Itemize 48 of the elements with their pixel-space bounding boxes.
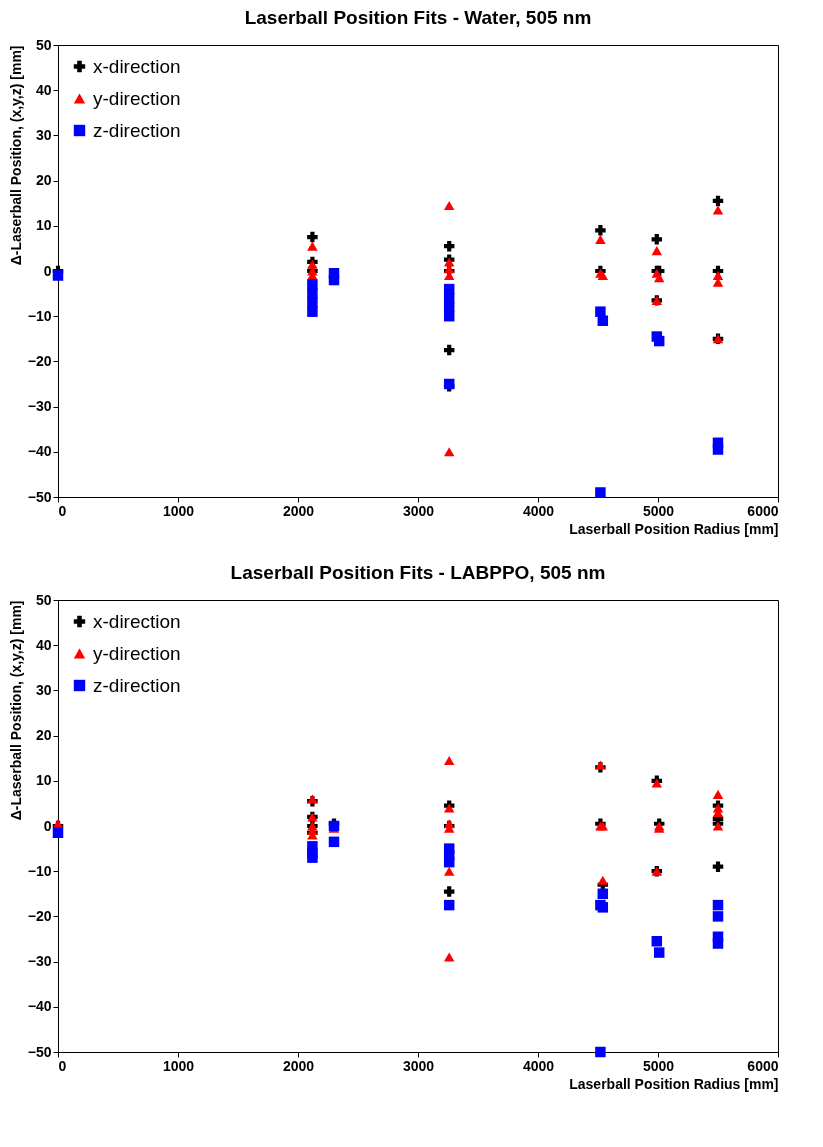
y-tick-label: −30 (27, 953, 52, 970)
y-tick-label: 50 (35, 591, 52, 608)
y-tick-label: 20 (35, 727, 52, 744)
y-tick-label: −40 (27, 998, 52, 1015)
y-tick-label: 50 (35, 36, 52, 53)
legend-label: x-direction (93, 610, 181, 632)
x-tick-label: 3000 (402, 1057, 435, 1074)
y-axis-title: Δ-Laserball Position, (x,y,z) [mm] (7, 600, 24, 821)
x-tick-label: 1000 (162, 1057, 195, 1074)
y-tick-label: 20 (35, 172, 52, 189)
legend-label: y-direction (93, 87, 181, 109)
x-tick-label: 2000 (282, 502, 315, 519)
legend-label: x-direction (93, 55, 181, 77)
x-tick-label: 3000 (402, 502, 435, 519)
chart-title: Laserball Position Fits - Water, 505 nm (244, 7, 592, 28)
legend-label: z-direction (93, 674, 181, 696)
y-tick-label: 30 (35, 681, 52, 698)
x-tick-label: 4000 (522, 1057, 555, 1074)
x-tick-label: 0 (58, 502, 67, 519)
x-tick-label: 0 (58, 1057, 67, 1074)
y-tick-label: −20 (27, 352, 52, 369)
y-tick-label: 0 (43, 262, 52, 279)
y-tick-label: 40 (35, 636, 52, 653)
x-tick-label: 5000 (642, 502, 675, 519)
x-axis-title: Laserball Position Radius [mm] (569, 520, 779, 537)
x-tick-label: 5000 (642, 1057, 675, 1074)
x-tick-label: 2000 (282, 1057, 315, 1074)
x-tick-label: 4000 (522, 502, 555, 519)
y-tick-label: 10 (35, 217, 52, 234)
y-tick-label: 0 (43, 817, 52, 834)
chart-title: Laserball Position Fits - LABPPO, 505 nm (230, 562, 606, 583)
y-tick-label: −40 (27, 443, 52, 460)
y-tick-label: 10 (35, 772, 52, 789)
y-tick-label: −20 (27, 907, 52, 924)
x-tick-label: 6000 (747, 502, 779, 519)
y-tick-label: −10 (27, 862, 52, 879)
y-tick-label: 30 (35, 126, 52, 143)
y-tick-label: −50 (27, 1043, 52, 1060)
x-tick-label: 1000 (162, 502, 195, 519)
y-tick-label: −10 (27, 307, 52, 324)
y-tick-label: 40 (35, 81, 52, 98)
y-tick-label: −30 (27, 398, 52, 415)
y-tick-label: −50 (27, 488, 52, 505)
legend-label: y-direction (93, 642, 181, 664)
y-axis-title: Δ-Laserball Position, (x,y,z) [mm] (7, 45, 24, 266)
x-axis-title: Laserball Position Radius [mm] (569, 1075, 779, 1092)
legend-label: z-direction (93, 119, 181, 141)
x-tick-label: 6000 (747, 1057, 779, 1074)
